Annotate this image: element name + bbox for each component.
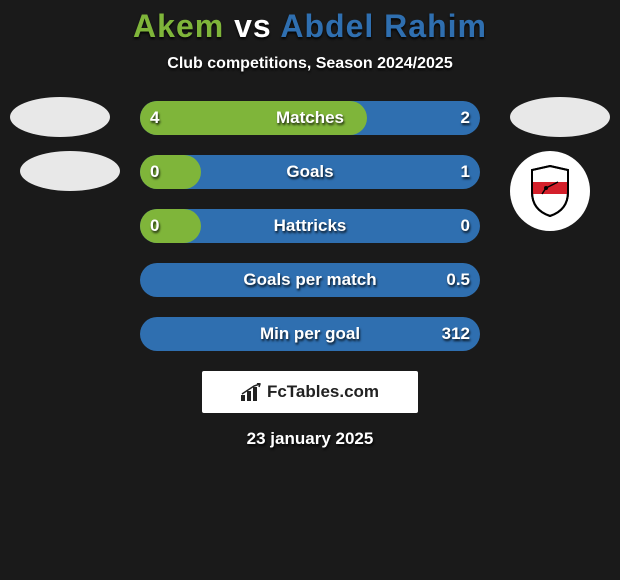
stat-label: Hattricks	[140, 209, 480, 243]
stat-value-right: 0.5	[446, 263, 470, 297]
page-title: Akem vs Abdel Rahim	[0, 8, 620, 45]
stat-value-left: 0	[150, 209, 159, 243]
chart-icon	[241, 383, 263, 401]
date-text: 23 january 2025	[0, 429, 620, 449]
stat-row: Hattricks0 0	[0, 203, 620, 249]
branding-badge[interactable]: FcTables.com	[202, 371, 418, 413]
stat-value-right: 2	[461, 101, 470, 135]
stats-rows: Matches42Goals01Hattricks00Goals per mat…	[0, 95, 620, 357]
stat-row: Goals per match0.5	[0, 257, 620, 303]
stat-value-left: 0	[150, 155, 159, 189]
stat-value-right: 0	[461, 209, 470, 243]
stat-row: Matches4 2	[0, 95, 620, 141]
brand-text: FcTables.com	[267, 382, 379, 402]
subtitle: Club competitions, Season 2024/2025	[0, 55, 620, 73]
stat-row: Min per goal312	[0, 311, 620, 357]
stat-label: Goals per match	[140, 263, 480, 297]
player1-name: Akem	[133, 8, 224, 44]
comparison-infographic: Akem vs Abdel Rahim Club competitions, S…	[0, 0, 620, 449]
stat-value-right: 312	[442, 317, 470, 351]
player2-name: Abdel Rahim	[280, 8, 487, 44]
stat-row: Goals0 1	[0, 149, 620, 195]
stat-label: Min per goal	[140, 317, 480, 351]
stat-value-right: 1	[461, 155, 470, 189]
vs-text: vs	[224, 8, 280, 44]
stat-label: Goals	[140, 155, 480, 189]
stat-value-left: 4	[150, 101, 159, 135]
stat-label: Matches	[140, 101, 480, 135]
